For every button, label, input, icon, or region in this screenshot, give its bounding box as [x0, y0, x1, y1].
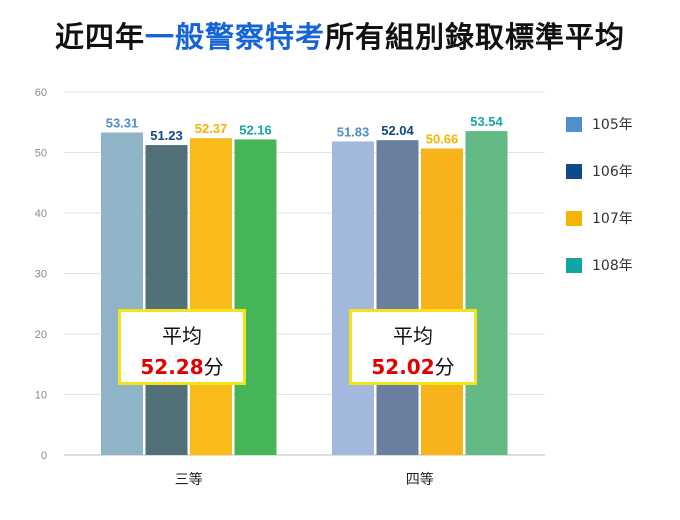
legend-label: 108年	[592, 258, 633, 274]
data-label: 53.54	[470, 114, 503, 129]
average-line: 52.02分	[352, 351, 474, 380]
chart-title: 近四年一般警察特考所有組別錄取標準平均	[0, 14, 680, 56]
data-label: 52.16	[239, 122, 272, 137]
average-unit: 分	[203, 355, 224, 379]
y-tick-label: 40	[35, 208, 47, 220]
average-box-fourth-class: 平均 52.02分	[349, 309, 477, 385]
legend-swatch	[566, 258, 582, 273]
legend-label: 106年	[592, 164, 633, 180]
bar	[421, 148, 463, 455]
data-label: 50.66	[426, 132, 459, 147]
average-label: 平均	[162, 324, 202, 348]
y-tick-label: 20	[35, 329, 47, 341]
bar	[190, 138, 232, 455]
data-label: 53.31	[106, 115, 139, 130]
average-line: 52.28分	[121, 351, 243, 380]
legend-swatch	[566, 164, 582, 179]
data-label: 51.23	[150, 128, 183, 143]
bar	[145, 145, 188, 455]
average-value: 52.02	[371, 355, 435, 379]
bar	[332, 141, 374, 455]
y-tick-label: 60	[35, 87, 47, 99]
title-part-1: 近四年	[54, 20, 145, 54]
bar	[101, 132, 143, 456]
average-unit: 分	[434, 355, 455, 379]
bar	[234, 139, 277, 455]
x-tick-label: 四等	[406, 471, 434, 488]
data-label: 51.83	[337, 124, 370, 139]
legend-swatch	[566, 211, 582, 226]
y-tick-label: 0	[41, 450, 47, 462]
bar	[465, 131, 508, 455]
title-part-2: 所有組別錄取標準平均	[325, 20, 626, 54]
y-tick-label: 10	[35, 390, 47, 402]
average-value: 52.28	[140, 355, 204, 379]
average-label: 平均	[393, 324, 433, 348]
bar	[376, 140, 419, 455]
title-highlight: 一般警察特考	[144, 20, 325, 54]
legend-label: 105年	[592, 117, 633, 133]
y-tick-label: 30	[35, 269, 47, 281]
x-tick-label: 三等	[175, 471, 203, 488]
data-label: 52.37	[195, 121, 228, 136]
y-tick-label: 50	[35, 148, 47, 160]
legend-label: 107年	[592, 211, 633, 227]
data-label: 52.04	[381, 123, 414, 138]
legend-swatch	[566, 117, 582, 132]
average-box-third-class: 平均 52.28分	[118, 309, 246, 385]
